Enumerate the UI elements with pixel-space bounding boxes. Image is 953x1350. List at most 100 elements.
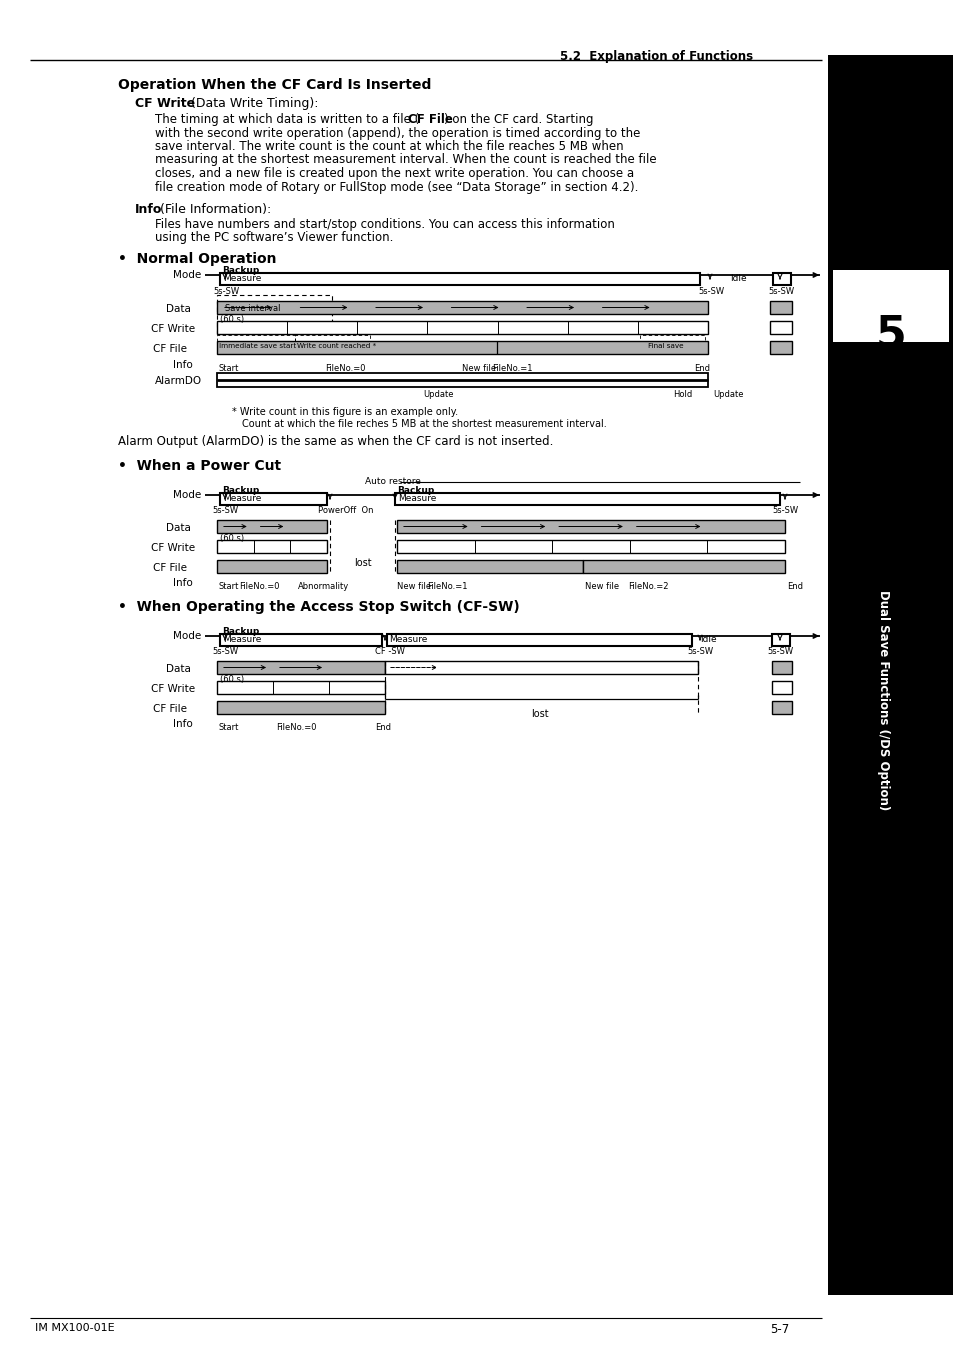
Text: closes, and a new file is created upon the next write operation. You can choose : closes, and a new file is created upon t… — [154, 167, 634, 180]
Text: Data: Data — [166, 522, 191, 533]
Bar — [216, 662, 385, 674]
Text: Immediate save start: Immediate save start — [219, 343, 296, 350]
Bar — [396, 540, 784, 553]
Text: FileNo.=1: FileNo.=1 — [427, 582, 467, 591]
Text: 5s-SW: 5s-SW — [686, 647, 713, 656]
Bar — [216, 680, 385, 694]
Text: 5s-SW: 5s-SW — [213, 288, 239, 296]
Text: •  When a Power Cut: • When a Power Cut — [118, 459, 281, 472]
Text: •  When Operating the Access Stop Switch (CF-SW): • When Operating the Access Stop Switch … — [118, 599, 519, 614]
Bar — [769, 301, 791, 315]
Text: FileNo.=2: FileNo.=2 — [628, 582, 668, 591]
Bar — [582, 560, 784, 572]
Bar — [771, 680, 791, 694]
Bar — [772, 273, 790, 285]
Text: 5s-SW: 5s-SW — [767, 288, 793, 296]
Bar — [216, 701, 385, 714]
Bar — [832, 270, 948, 342]
Text: Save interval: Save interval — [225, 304, 280, 313]
Bar — [387, 634, 691, 647]
Bar — [769, 342, 791, 354]
Text: Measure: Measure — [389, 634, 427, 644]
Text: Measure: Measure — [223, 494, 261, 504]
Text: FileNo.=0: FileNo.=0 — [275, 724, 316, 732]
Text: Measure: Measure — [397, 494, 436, 504]
Bar — [769, 321, 791, 333]
Text: New file: New file — [462, 364, 497, 373]
Bar — [216, 296, 332, 333]
Text: FileNo.=1: FileNo.=1 — [492, 364, 532, 373]
Text: Update: Update — [423, 390, 454, 400]
Text: Idle: Idle — [729, 274, 746, 284]
Text: CF File: CF File — [152, 344, 187, 354]
Text: (60 s): (60 s) — [220, 315, 244, 324]
Text: CF -SW: CF -SW — [375, 647, 404, 656]
Text: 5: 5 — [875, 313, 905, 356]
Bar — [216, 373, 707, 387]
Text: with the second write operation (append), the operation is timed according to th: with the second write operation (append)… — [154, 127, 639, 139]
Text: Info: Info — [172, 720, 193, 729]
Text: Backup: Backup — [222, 626, 259, 636]
Bar — [216, 540, 327, 553]
Bar — [396, 520, 784, 533]
Text: (60 s): (60 s) — [220, 535, 244, 543]
Text: Info: Info — [135, 202, 162, 216]
Text: ) on the CF card. Starting: ) on the CF card. Starting — [443, 113, 593, 126]
Text: Measure: Measure — [223, 274, 261, 284]
Text: (File Information):: (File Information): — [156, 202, 271, 216]
Text: •  Normal Operation: • Normal Operation — [118, 252, 276, 266]
Bar — [385, 662, 698, 674]
Text: New file: New file — [396, 582, 431, 591]
Text: Idle: Idle — [700, 634, 716, 644]
Bar — [771, 701, 791, 714]
Text: (60 s): (60 s) — [220, 675, 244, 684]
Bar — [220, 493, 327, 505]
Bar — [216, 301, 707, 315]
Bar — [639, 335, 704, 346]
Text: End: End — [786, 582, 802, 591]
Text: 5s-SW: 5s-SW — [212, 647, 238, 656]
Text: New file: New file — [584, 582, 618, 591]
Bar — [216, 321, 707, 333]
Bar — [216, 560, 327, 572]
Text: 5s-SW: 5s-SW — [698, 288, 723, 296]
Text: 5s-SW: 5s-SW — [771, 506, 798, 514]
Bar — [395, 493, 780, 505]
Text: Mode: Mode — [172, 270, 201, 279]
Text: Files have numbers and start/stop conditions. You can access this information: Files have numbers and start/stop condit… — [154, 217, 615, 231]
Text: 5s-SW: 5s-SW — [212, 506, 238, 514]
Text: The timing at which data is written to a file (: The timing at which data is written to a… — [154, 113, 418, 126]
Text: 5.2  Explanation of Functions: 5.2 Explanation of Functions — [559, 50, 752, 63]
Bar — [220, 634, 381, 647]
Text: CF Write: CF Write — [135, 97, 195, 109]
Text: Measure: Measure — [223, 634, 261, 644]
Bar — [216, 335, 294, 346]
Text: Auto restore: Auto restore — [365, 477, 420, 486]
Text: AlarmDO: AlarmDO — [154, 377, 202, 386]
Text: 5-7: 5-7 — [769, 1323, 788, 1336]
Text: Operation When the CF Card Is Inserted: Operation When the CF Card Is Inserted — [118, 78, 431, 92]
Text: Backup: Backup — [222, 266, 259, 275]
Bar — [216, 520, 327, 533]
Text: CF Write: CF Write — [151, 543, 195, 554]
Text: (Data Write Timing):: (Data Write Timing): — [187, 97, 318, 109]
Text: lost: lost — [355, 558, 372, 568]
Text: Data: Data — [166, 664, 191, 674]
Text: Count at which the file reches 5 MB at the shortest measurement interval.: Count at which the file reches 5 MB at t… — [242, 418, 606, 429]
Text: * Write count in this figure is an example only.: * Write count in this figure is an examp… — [232, 406, 457, 417]
Text: IM MX100-01E: IM MX100-01E — [35, 1323, 114, 1332]
Text: Mode: Mode — [172, 630, 201, 641]
Text: 5s-SW: 5s-SW — [766, 647, 792, 656]
Bar — [771, 634, 789, 647]
Text: Dual Save Functions (/DS Option): Dual Save Functions (/DS Option) — [877, 590, 889, 810]
Text: Start: Start — [219, 364, 239, 373]
Bar — [220, 273, 700, 285]
Text: CF Write: CF Write — [151, 324, 195, 333]
Text: Abnormality: Abnormality — [297, 582, 349, 591]
Text: Backup: Backup — [222, 486, 259, 495]
Bar — [294, 335, 370, 346]
Text: Start: Start — [219, 582, 239, 591]
Text: Mode: Mode — [172, 490, 201, 500]
Text: CF File: CF File — [408, 113, 453, 126]
Text: FileNo.=0: FileNo.=0 — [239, 582, 279, 591]
